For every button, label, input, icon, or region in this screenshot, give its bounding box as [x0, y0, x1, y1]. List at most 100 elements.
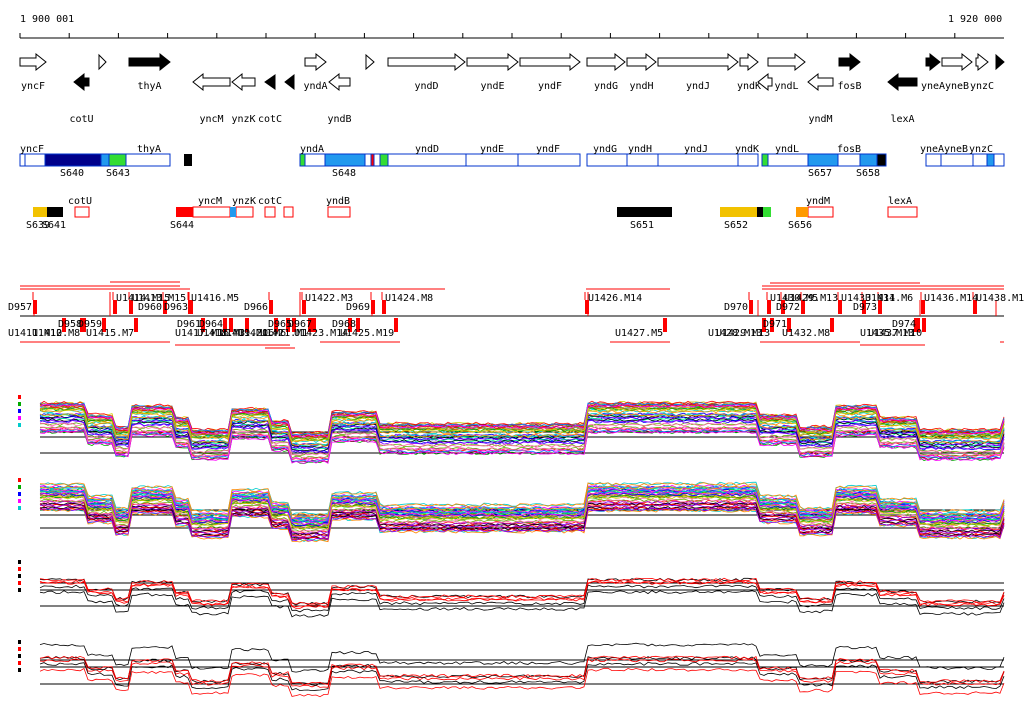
transcript-label-upper: U1424.M8: [385, 293, 433, 304]
gene-arrow[interactable]: [98, 53, 107, 71]
gene-label: lexA: [891, 114, 915, 125]
transcript-marker[interactable]: [308, 318, 312, 332]
transcript-marker[interactable]: [770, 318, 774, 332]
transcript-label-upper: D973: [853, 302, 877, 313]
gene-arrow[interactable]: [807, 72, 834, 92]
transcript-marker[interactable]: [286, 318, 290, 332]
transcript-marker[interactable]: [113, 300, 117, 314]
transcript-marker[interactable]: [767, 300, 771, 314]
segment-gene-label: yncM: [198, 196, 222, 207]
gene-arrow[interactable]: [519, 52, 581, 72]
gene-arrow[interactable]: [192, 72, 231, 92]
gene-arrow[interactable]: [73, 72, 90, 92]
segment-gene-label: yndK: [735, 144, 759, 155]
segment-id-label: S641: [42, 220, 66, 231]
gene-arrow[interactable]: [387, 52, 466, 72]
gene-arrow[interactable]: [975, 52, 989, 72]
profile-line: [39, 504, 1005, 538]
transcript-label-lower: D974: [892, 319, 916, 330]
gene-arrow[interactable]: [838, 52, 861, 72]
transcript-marker[interactable]: [245, 318, 249, 332]
transcript-label-lower: D968: [332, 319, 356, 330]
gene-arrow[interactable]: [925, 52, 941, 72]
transcript-marker[interactable]: [973, 300, 977, 314]
gene-label: yncF: [21, 81, 45, 92]
gene-arrow[interactable]: [231, 72, 256, 92]
gene-arrow[interactable]: [657, 52, 739, 72]
gene-arrow[interactable]: [941, 52, 973, 72]
transcript-marker[interactable]: [394, 318, 398, 332]
gene-arrow[interactable]: [757, 72, 773, 92]
transcript-marker[interactable]: [762, 318, 766, 332]
transcript-marker[interactable]: [274, 318, 278, 332]
transcript-marker[interactable]: [163, 300, 167, 314]
segment-id-label: S656: [788, 220, 812, 231]
transcript-label-lower: D964: [199, 319, 223, 330]
transcript-marker[interactable]: [348, 318, 352, 332]
gene-arrow[interactable]: [995, 53, 1005, 71]
transcript-marker[interactable]: [921, 300, 925, 314]
transcript-marker[interactable]: [223, 318, 227, 332]
transcript-marker[interactable]: [371, 300, 375, 314]
profile-line: [39, 584, 1005, 613]
segment-gene-label: yndJ: [684, 144, 708, 155]
profile-line: [39, 416, 1005, 450]
transcript-marker[interactable]: [838, 300, 842, 314]
transcript-marker[interactable]: [916, 318, 920, 332]
gene-arrow[interactable]: [466, 52, 519, 72]
transcript-marker[interactable]: [62, 318, 66, 332]
segment-gene-label: ynzK: [232, 196, 256, 207]
transcript-marker[interactable]: [663, 318, 667, 332]
gene-arrow[interactable]: [264, 74, 276, 90]
segment-id-label: S644: [170, 220, 194, 231]
transcript-marker[interactable]: [129, 300, 133, 314]
transcript-marker[interactable]: [878, 300, 882, 314]
transcript-marker[interactable]: [302, 300, 306, 314]
profile-line: [39, 495, 1005, 530]
transcript-marker[interactable]: [33, 300, 37, 314]
profile-line: [39, 408, 1005, 442]
transcript-label-upper: U1438.M11: [976, 293, 1024, 304]
gene-arrow[interactable]: [304, 52, 327, 72]
transcript-marker[interactable]: [188, 300, 192, 314]
profile-line: [39, 426, 1005, 460]
gene-arrow[interactable]: [128, 52, 171, 72]
gene-label: yndE: [481, 81, 505, 92]
transcript-marker[interactable]: [585, 300, 589, 314]
transcript-marker[interactable]: [801, 300, 805, 314]
gene-arrow[interactable]: [328, 72, 351, 92]
gene-arrow[interactable]: [887, 72, 918, 92]
transcript-marker[interactable]: [229, 318, 233, 332]
gene-arrow[interactable]: [739, 52, 759, 72]
transcript-marker[interactable]: [102, 318, 106, 332]
transcript-label-lower: D959: [78, 319, 102, 330]
transcript-label-upper: D969: [346, 302, 370, 313]
transcript-marker[interactable]: [862, 300, 866, 314]
gene-arrow[interactable]: [365, 53, 375, 71]
transcript-marker[interactable]: [749, 300, 753, 314]
transcript-marker[interactable]: [787, 318, 791, 332]
transcript-marker[interactable]: [82, 318, 86, 332]
segment-id-label: S640: [60, 168, 84, 179]
transcript-marker[interactable]: [922, 318, 926, 332]
transcript-marker[interactable]: [356, 318, 360, 332]
segment-gene-label: fosB: [837, 144, 861, 155]
gene-arrow[interactable]: [586, 52, 626, 72]
transcript-marker[interactable]: [269, 300, 273, 314]
gene-arrow[interactable]: [19, 52, 47, 72]
gene-arrow[interactable]: [626, 52, 657, 72]
gene-label: yndD: [415, 81, 439, 92]
profile-line: [39, 642, 1005, 673]
transcript-marker[interactable]: [312, 318, 316, 332]
gene-arrow[interactable]: [284, 73, 295, 91]
transcript-marker[interactable]: [201, 318, 205, 332]
transcript-marker[interactable]: [830, 318, 834, 332]
gene-arrow[interactable]: [767, 52, 806, 72]
transcript-marker[interactable]: [292, 318, 296, 332]
transcript-marker[interactable]: [382, 300, 386, 314]
transcript-label-lower: U1432.M8: [782, 328, 830, 339]
transcript-marker[interactable]: [781, 300, 785, 314]
transcript-label-lower: U1437.M10: [868, 328, 922, 339]
transcript-marker[interactable]: [134, 318, 138, 332]
